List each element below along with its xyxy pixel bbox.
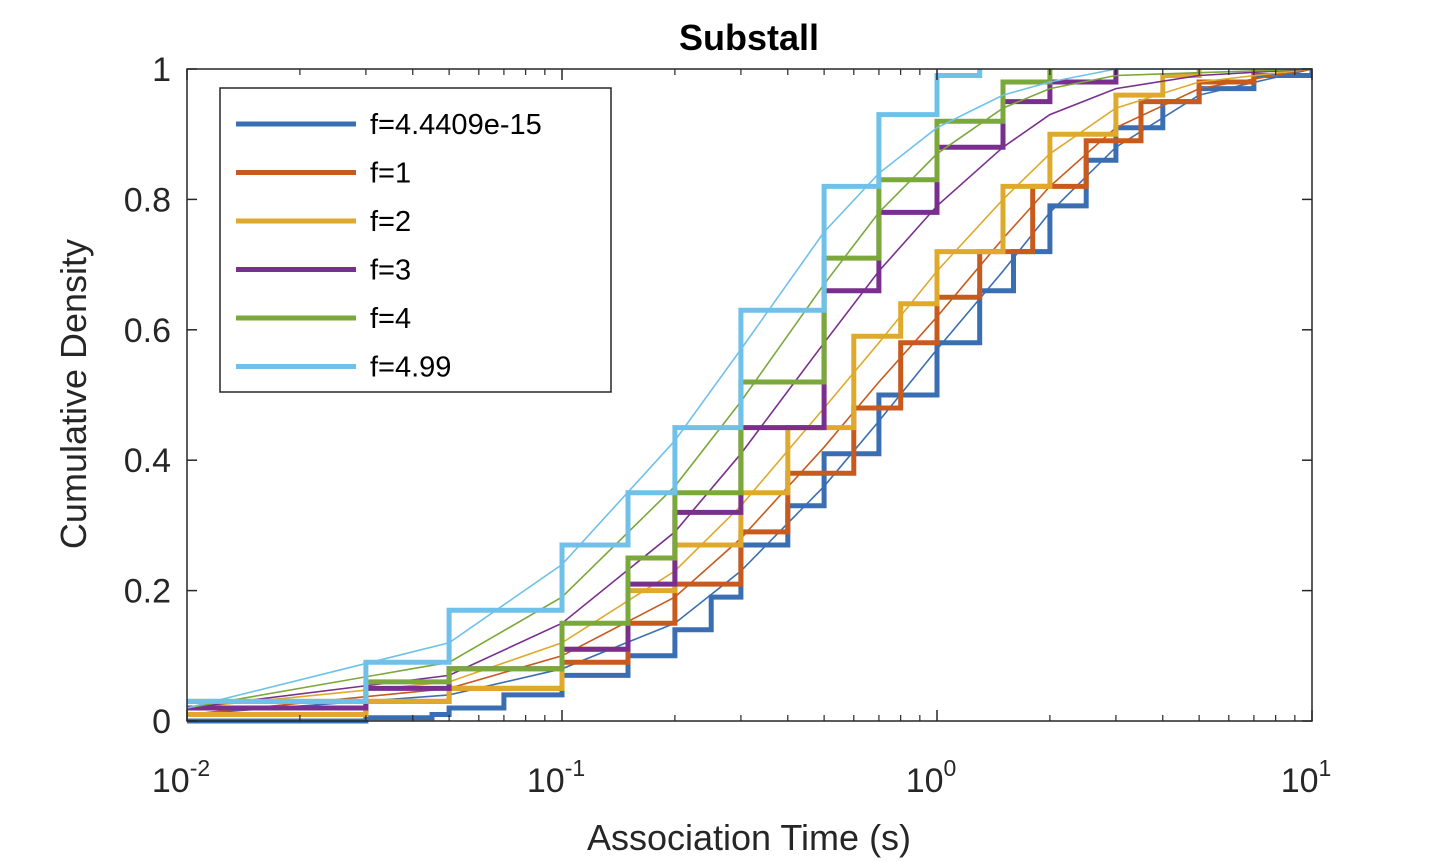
x-tick-label-2: 100 [906,755,957,800]
legend-box [219,87,612,393]
legend-label-5: f=4.99 [370,352,451,384]
x-tick-label-1: 10-1 [527,755,585,800]
series-empirical-line-0 [187,69,1312,724]
series-fit-line-5 [187,68,1312,709]
x-axis-label: Association Time (s) [587,817,911,858]
x-tick-label-0: 10-2 [152,755,210,800]
chart-title: Substall [679,17,819,58]
y-tick-label-3: 0.6 [124,312,171,350]
y-tick-label-5: 1 [152,51,171,89]
series-empirical-line-5 [187,69,983,704]
axes-layer: 0 0.2 0.4 0.6 0.8 1 10-2 10-1 100 101 [124,51,1332,800]
y-tick-label-1: 0.2 [124,573,171,611]
y-tick-label-4: 0.8 [124,181,171,219]
series-layer [187,68,1312,724]
legend-label-0: f=4.4409e-15 [370,109,542,141]
legend-label-4: f=4 [370,303,411,335]
legend: f=4.4409e-15 f=1 f=2 f=3 f=4 f=4.99 [219,87,612,393]
y-tick-label-0: 0 [152,703,171,741]
y-tick-label-2: 0.4 [124,442,171,480]
y-axis-label: Cumulative Density [53,239,94,549]
legend-label-3: f=3 [370,255,411,287]
x-tick-label-3: 101 [1281,755,1332,800]
series-empirical-line-4 [187,69,1053,704]
series-empirical-line-2 [187,69,1202,717]
legend-label-1: f=1 [370,158,411,190]
plot-frame [186,68,1313,722]
legend-label-2: f=2 [370,206,411,238]
